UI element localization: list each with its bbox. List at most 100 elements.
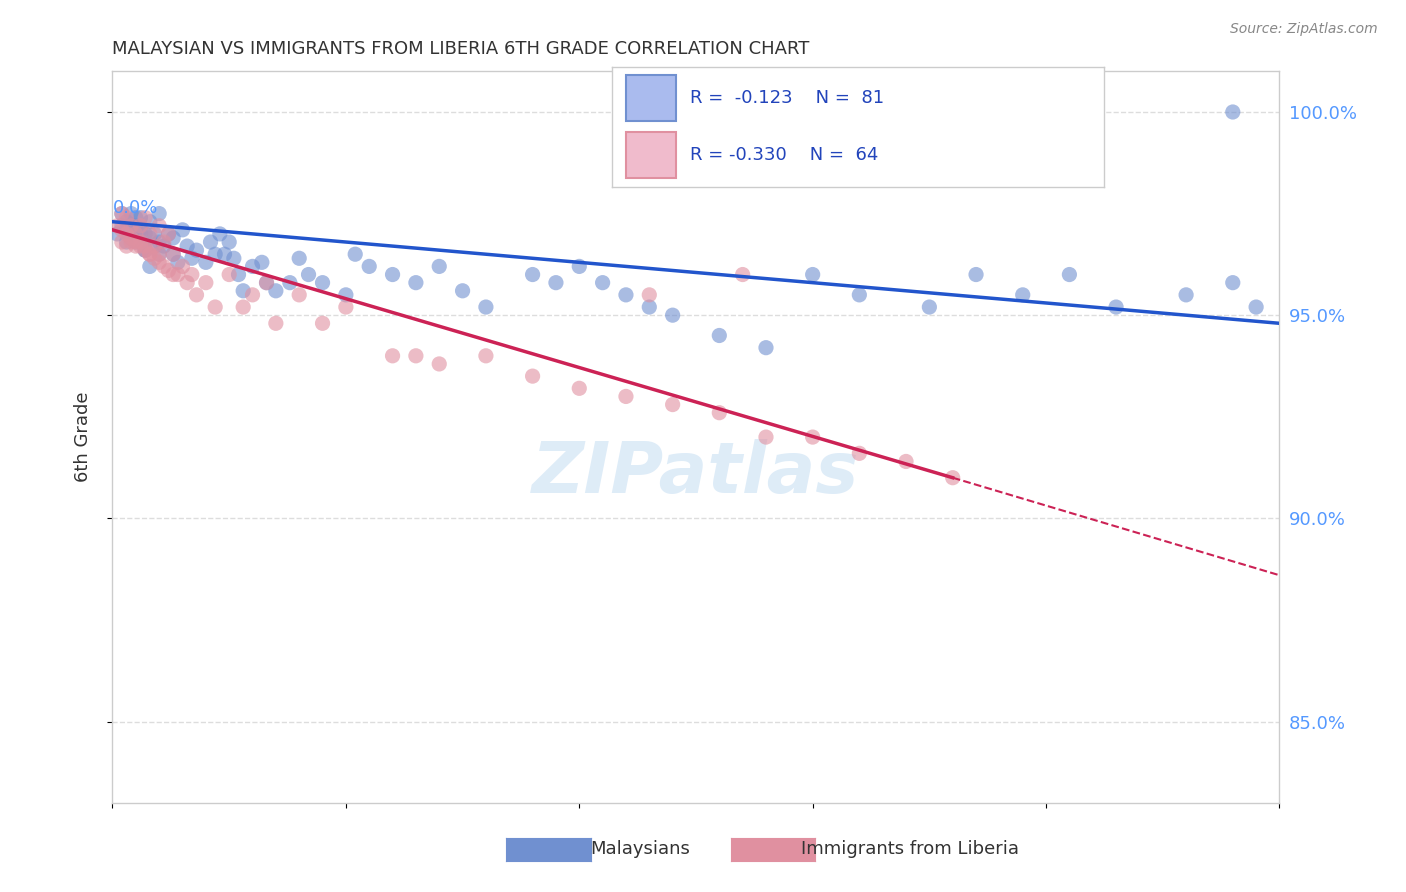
Point: [134, 243, 156, 257]
Point: [204, 247, 226, 261]
Point: [162, 247, 184, 261]
Point: [143, 239, 166, 253]
Point: [344, 247, 367, 261]
Point: [1105, 300, 1128, 314]
Point: [139, 247, 162, 261]
Point: [148, 247, 170, 261]
Point: [115, 239, 138, 253]
Point: [1244, 300, 1267, 314]
Point: [186, 243, 208, 257]
Point: [125, 235, 148, 249]
Point: [115, 227, 138, 241]
Point: [250, 255, 273, 269]
Point: [848, 446, 870, 460]
Point: [115, 211, 138, 225]
Point: [120, 235, 142, 249]
Point: [709, 406, 731, 420]
Point: [614, 389, 637, 403]
Point: [568, 260, 591, 274]
Point: [405, 276, 427, 290]
Point: [427, 260, 450, 274]
Point: [186, 288, 208, 302]
Point: [544, 276, 567, 290]
Point: [115, 215, 138, 229]
Point: [166, 268, 188, 282]
Point: [162, 231, 184, 245]
Point: [427, 357, 450, 371]
Point: [288, 288, 311, 302]
Y-axis label: 6th Grade: 6th Grade: [73, 392, 91, 483]
Point: [451, 284, 474, 298]
Point: [242, 288, 264, 302]
Point: [335, 300, 357, 314]
Point: [208, 227, 231, 241]
Point: [194, 276, 217, 290]
Point: [731, 268, 754, 282]
Point: [1222, 276, 1244, 290]
Point: [180, 268, 202, 282]
Point: [125, 211, 148, 225]
Point: [661, 308, 683, 322]
Point: [157, 227, 180, 241]
Point: [264, 316, 287, 330]
Point: [228, 268, 250, 282]
Point: [475, 300, 498, 314]
Point: [111, 206, 134, 220]
Text: Source: ZipAtlas.com: Source: ZipAtlas.com: [1230, 22, 1378, 37]
Point: [1011, 288, 1033, 302]
Point: [172, 223, 194, 237]
Point: [214, 247, 236, 261]
Point: [311, 316, 333, 330]
Point: [1175, 288, 1198, 302]
Point: [200, 235, 222, 249]
Point: [111, 219, 134, 233]
Point: [638, 300, 661, 314]
Text: R = -0.330    N =  64: R = -0.330 N = 64: [690, 145, 879, 164]
Point: [153, 235, 176, 249]
Point: [801, 430, 824, 444]
Point: [288, 252, 311, 266]
Point: [111, 235, 134, 249]
Point: [176, 276, 198, 290]
Point: [522, 369, 544, 384]
Point: [129, 219, 152, 233]
Point: [157, 263, 180, 277]
Point: [134, 239, 156, 253]
Point: [661, 398, 683, 412]
Point: [172, 260, 194, 274]
Point: [148, 219, 170, 233]
Point: [120, 231, 142, 245]
Point: [134, 243, 156, 257]
Point: [755, 430, 778, 444]
Point: [256, 276, 278, 290]
Point: [297, 268, 319, 282]
Point: [232, 284, 254, 298]
Point: [143, 227, 166, 241]
Point: [614, 288, 637, 302]
Point: [709, 328, 731, 343]
Point: [232, 300, 254, 314]
Point: [129, 227, 152, 241]
Point: [115, 235, 138, 249]
Point: [129, 235, 152, 249]
Text: ZIPatlas: ZIPatlas: [533, 439, 859, 508]
Point: [129, 223, 152, 237]
Point: [475, 349, 498, 363]
Point: [1059, 268, 1081, 282]
Point: [755, 341, 778, 355]
Point: [125, 227, 148, 241]
Point: [139, 231, 162, 245]
Text: Immigrants from Liberia: Immigrants from Liberia: [801, 840, 1019, 858]
Point: [134, 211, 156, 225]
Point: [218, 268, 240, 282]
Point: [264, 284, 287, 298]
Text: MALAYSIAN VS IMMIGRANTS FROM LIBERIA 6TH GRADE CORRELATION CHART: MALAYSIAN VS IMMIGRANTS FROM LIBERIA 6TH…: [112, 40, 810, 58]
Point: [242, 260, 264, 274]
Point: [359, 260, 381, 274]
Point: [115, 223, 138, 237]
Point: [139, 227, 162, 241]
Text: R =  -0.123    N =  81: R = -0.123 N = 81: [690, 89, 884, 107]
Point: [134, 243, 156, 257]
Point: [256, 276, 278, 290]
Point: [139, 247, 162, 261]
